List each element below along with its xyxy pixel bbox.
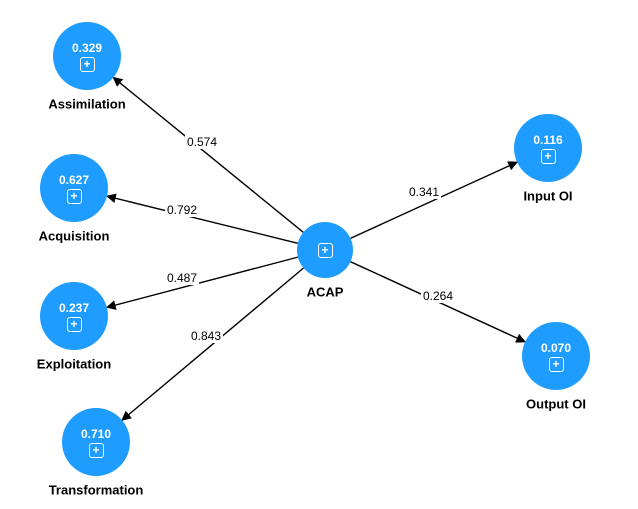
- node-value-output_oi: 0.070: [541, 341, 571, 355]
- expand-icon[interactable]: +: [549, 357, 564, 372]
- node-acap: +: [297, 222, 353, 278]
- node-label-output_oi: Output OI: [526, 397, 586, 412]
- expand-icon[interactable]: +: [67, 317, 82, 332]
- expand-icon[interactable]: +: [80, 57, 95, 72]
- edge-weight-acap-assimilation: 0.574: [185, 135, 219, 149]
- edge-acap-exploitation: [107, 257, 298, 307]
- edge-acap-input_oi: [350, 162, 517, 238]
- node-assimilation: 0.329 +: [53, 22, 121, 90]
- expand-icon[interactable]: +: [89, 443, 104, 458]
- edge-weight-acap-transformation: 0.843: [189, 329, 223, 343]
- node-transformation: 0.710 +: [62, 408, 130, 476]
- node-value-assimilation: 0.329: [72, 41, 102, 55]
- node-label-input_oi: Input OI: [523, 189, 572, 204]
- node-label-transformation: Transformation: [49, 483, 144, 498]
- node-label-acquisition: Acquisition: [39, 229, 110, 244]
- edge-acap-assimilation: [113, 77, 303, 232]
- diagram-canvas: +0.329 +0.627 +0.237 +0.710 +0.116 +0.070 + AC…: [0, 0, 638, 509]
- edge-weight-acap-input_oi: 0.341: [407, 185, 441, 199]
- expand-icon[interactable]: +: [541, 149, 556, 164]
- edge-acap-transformation: [122, 268, 303, 420]
- node-input_oi: 0.116 +: [514, 114, 582, 182]
- edge-weight-acap-acquisition: 0.792: [165, 203, 199, 217]
- node-acquisition: 0.627 +: [40, 154, 108, 222]
- node-value-exploitation: 0.237: [59, 301, 89, 315]
- node-value-transformation: 0.710: [81, 427, 111, 441]
- node-value-input_oi: 0.116: [533, 133, 562, 147]
- edge-acap-acquisition: [107, 196, 298, 243]
- expand-icon[interactable]: +: [318, 243, 333, 258]
- edge-weight-acap-output_oi: 0.264: [421, 289, 455, 303]
- node-output_oi: 0.070 +: [522, 322, 590, 390]
- node-label-assimilation: Assimilation: [48, 97, 125, 112]
- node-label-acap: ACAP: [307, 285, 344, 300]
- expand-icon[interactable]: +: [67, 189, 82, 204]
- node-exploitation: 0.237 +: [40, 282, 108, 350]
- node-value-acquisition: 0.627: [59, 173, 89, 187]
- edge-weight-acap-exploitation: 0.487: [165, 271, 199, 285]
- node-label-exploitation: Exploitation: [37, 357, 111, 372]
